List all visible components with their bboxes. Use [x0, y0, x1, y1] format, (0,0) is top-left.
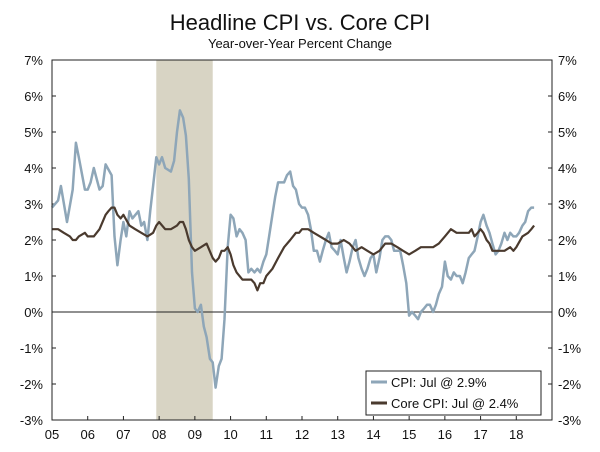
y-tick-label-right: -3%	[558, 413, 582, 428]
y-tick-label-right: 6%	[558, 89, 577, 104]
x-tick-label: 17	[473, 427, 487, 442]
y-tick-label-right: 2%	[558, 233, 577, 248]
series-layer	[51, 109, 535, 389]
x-tick-label: 12	[295, 427, 309, 442]
y-tick-label-left: 2%	[24, 233, 43, 248]
chart-subtitle: Year-over-Year Percent Change	[208, 36, 392, 51]
x-tick-label: 14	[366, 427, 380, 442]
y-tick-label-right: 1%	[558, 269, 577, 284]
legend: CPI: Jul @ 2.9% Core CPI: Jul @ 2.4%	[365, 370, 542, 416]
x-tick-label: 18	[509, 427, 523, 442]
y-tick-label-right: 5%	[558, 125, 577, 140]
x-tick-label: 11	[260, 427, 274, 442]
y-tick-label-right: -1%	[558, 341, 582, 356]
y-tick-label-left: 3%	[24, 197, 43, 212]
x-tick-label: 15	[402, 427, 416, 442]
y-tick-label-left: 0%	[24, 305, 43, 320]
y-tick-label-left: 6%	[24, 89, 43, 104]
x-tick-label: 07	[116, 427, 130, 442]
y-tick-label-left: -2%	[20, 377, 44, 392]
y-tick-label-right: -2%	[558, 377, 582, 392]
y-tick-label-left: -1%	[20, 341, 44, 356]
y-tick-label-left: 4%	[24, 161, 43, 176]
x-tick-label: 06	[80, 427, 94, 442]
x-tick-label: 09	[188, 427, 202, 442]
y-tick-label-left: 1%	[24, 269, 43, 284]
y-tick-label-right: 3%	[558, 197, 577, 212]
y-tick-label-right: 0%	[558, 305, 577, 320]
legend-box	[365, 370, 542, 416]
x-tick-label: 13	[330, 427, 344, 442]
x-tick-label: 16	[438, 427, 452, 442]
y-tick-label-right: 7%	[558, 53, 577, 68]
x-tick-label: 10	[223, 427, 237, 442]
y-tick-label-left: -3%	[20, 413, 44, 428]
ticks-layer: 7% 7% 6% 6% 5% 5% 4% 4% 3% 3% 2% 2% 1% 1% 0% 0% -1% -1% -2…	[20, 53, 582, 442]
y-tick-label-left: 5%	[24, 125, 43, 140]
series-line-core-cpi	[52, 206, 535, 292]
chart-title: Headline CPI vs. Core CPI	[170, 10, 430, 35]
legend-label-cpi: CPI: Jul @ 2.9%	[391, 375, 487, 390]
y-tick-label-left: 7%	[24, 53, 43, 68]
y-tick-label-right: 4%	[558, 161, 577, 176]
plot-frame	[51, 59, 553, 421]
series-line-cpi	[51, 109, 535, 389]
legend-label-core-cpi: Core CPI: Jul @ 2.4%	[391, 396, 519, 411]
recession-band	[156, 60, 213, 420]
x-tick-label: 08	[152, 427, 166, 442]
x-tick-label: 05	[45, 427, 59, 442]
